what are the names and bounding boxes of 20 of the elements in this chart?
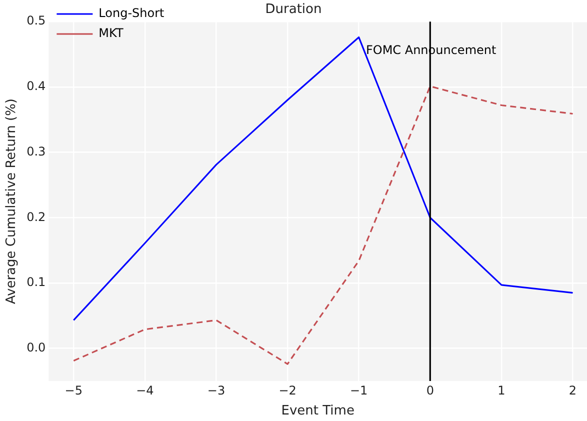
y-tick-label: 0.4	[26, 79, 46, 94]
x-tick-label: −5	[64, 383, 82, 398]
legend-label: Long-Short	[98, 6, 165, 20]
x-tick-label: 0	[426, 383, 434, 398]
y-tick-label: 0.0	[26, 340, 46, 354]
x-tick-label: −1	[350, 383, 368, 398]
y-tick-label: 0.5	[26, 14, 46, 28]
x-tick-label: −4	[136, 383, 154, 398]
chart-title: Duration	[265, 2, 322, 18]
y-tick-label: 0.1	[26, 275, 46, 290]
x-tick-label: 2	[568, 383, 577, 398]
legend-label: MKT	[98, 26, 124, 40]
y-axis-title: Average Cumulative Return (%)	[4, 98, 20, 304]
line-series	[72, 85, 574, 365]
x-tick-label: −3	[207, 383, 226, 398]
x-tick-label: 1	[498, 383, 506, 398]
x-tick-label: −2	[278, 383, 296, 398]
y-tick-label: 0.2	[26, 210, 46, 224]
y-tick-label: 0.3	[26, 144, 46, 158]
x-axis-title: Event Time	[281, 404, 354, 419]
